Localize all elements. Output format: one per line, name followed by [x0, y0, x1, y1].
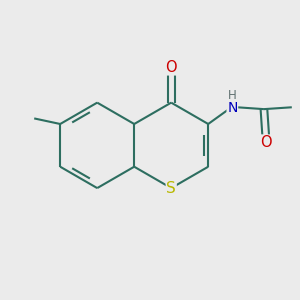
Text: O: O: [260, 135, 272, 150]
Text: S: S: [166, 181, 176, 196]
Text: H: H: [228, 89, 237, 102]
Text: O: O: [165, 60, 177, 75]
Text: N: N: [227, 101, 238, 115]
